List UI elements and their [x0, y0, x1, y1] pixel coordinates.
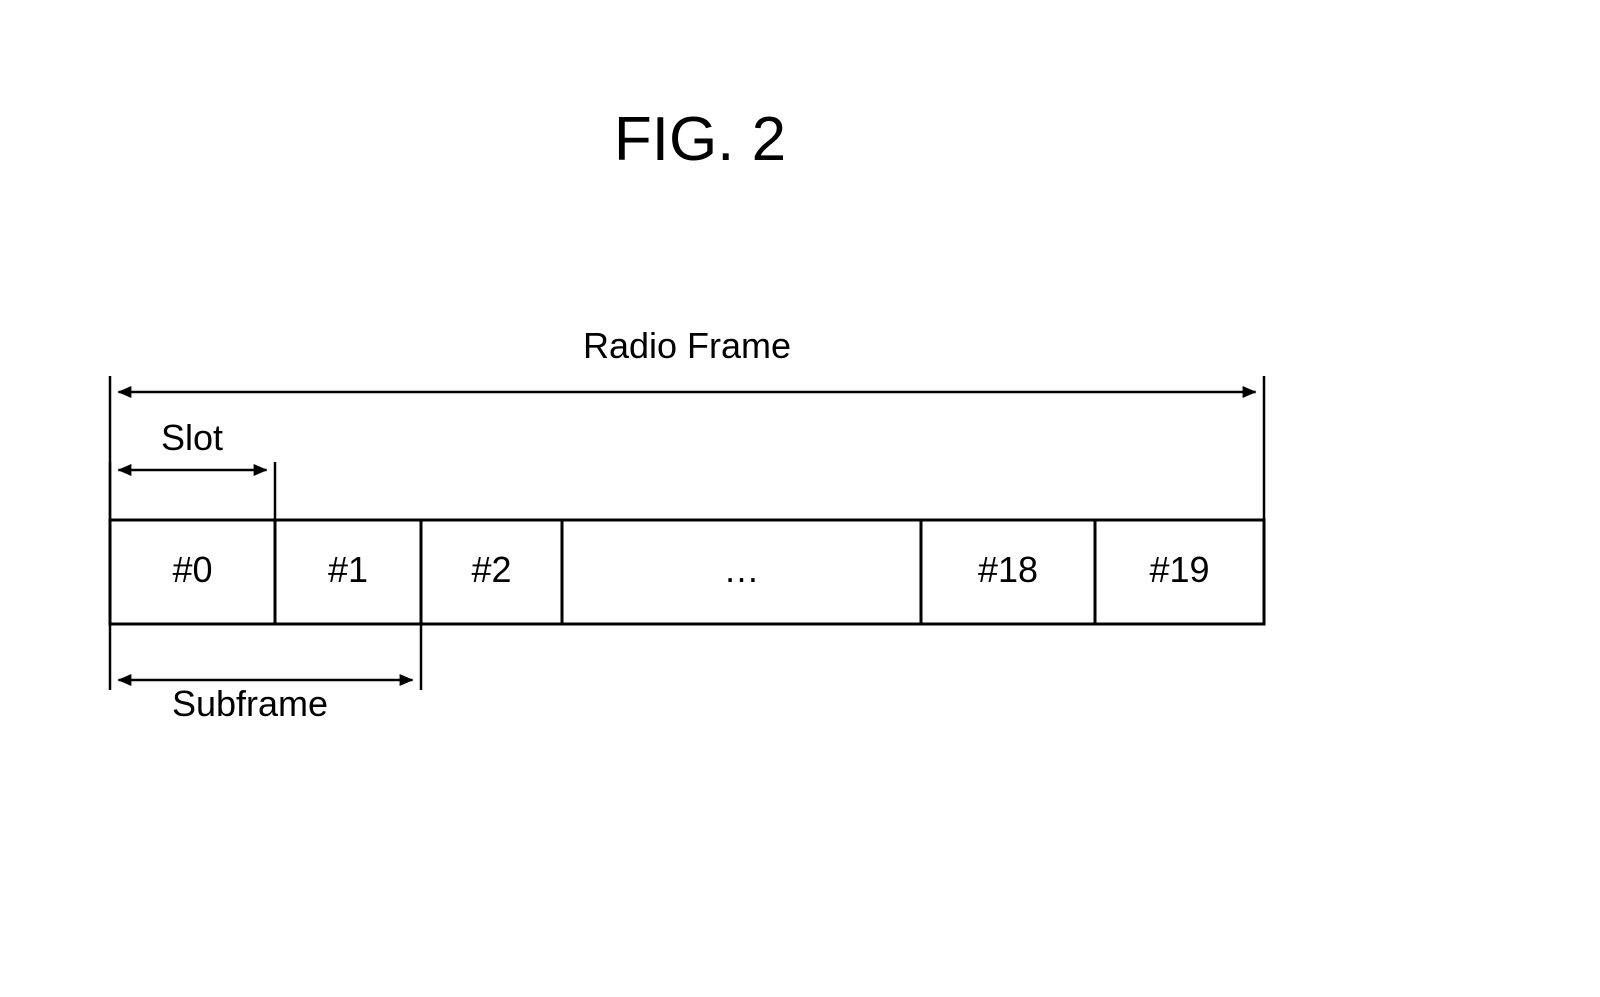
slot-cell-label: … — [724, 549, 760, 590]
slot-label: Slot — [161, 417, 223, 458]
slot-cell-label: #19 — [1149, 549, 1209, 590]
subframe-label: Subframe — [172, 683, 328, 724]
slot-cell-label: #1 — [328, 549, 368, 590]
figure-canvas: FIG. 2 #0 #1 #2 … #18 #19 Radio Frame Slot Subfra… — [0, 0, 1600, 992]
slot-cell-label: #2 — [471, 549, 511, 590]
radio-frame-label: Radio Frame — [583, 325, 791, 366]
slot-cell-label: #18 — [978, 549, 1038, 590]
slot-cell-label: #0 — [172, 549, 212, 590]
background — [0, 0, 1600, 992]
figure-title: FIG. 2 — [614, 105, 786, 174]
